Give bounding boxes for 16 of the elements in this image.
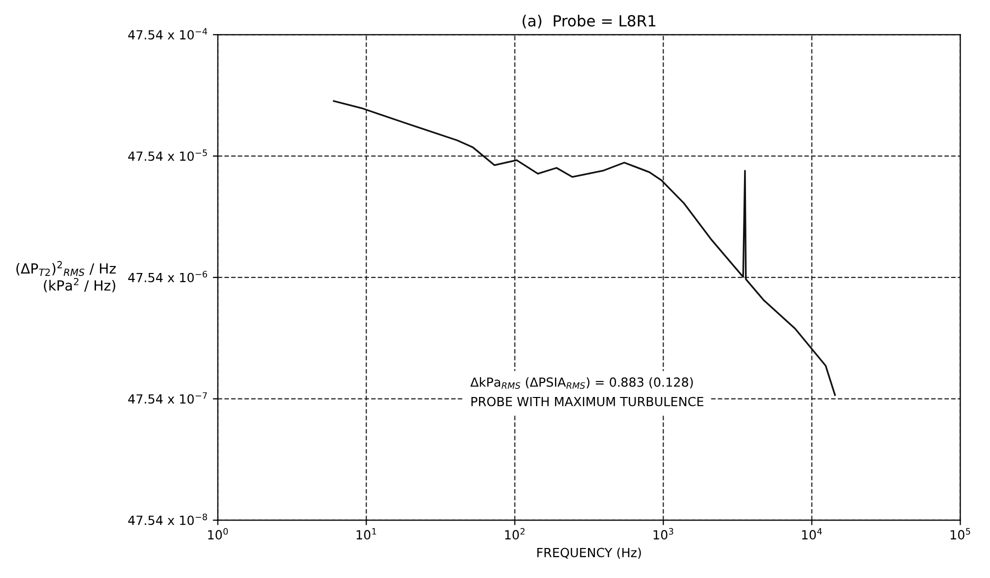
text: (ΔP$_{T2}$)$^{2}$$_{RMS}$ / Hz (kPa$^{2}$ / Hz) bbox=[16, 261, 116, 292]
x-tick-label: 10$^{5}$ bbox=[950, 528, 970, 540]
annotation: PROBE WITH MAXIMUM TURBULENCE bbox=[471, 396, 704, 406]
y-tick-label: 47.54 x 10$^{−4}$ bbox=[128, 28, 208, 40]
chart-title: (a) Probe = L8R1 bbox=[522, 14, 656, 28]
x-tick-label: 10$^{0}$ bbox=[208, 528, 228, 540]
x-axis-title: FREQUENCY (Hz) bbox=[537, 548, 641, 559]
x-tick-label: 10$^{3}$ bbox=[654, 528, 674, 540]
y-tick-label: 47.54 x 10$^{−6}$ bbox=[128, 270, 208, 282]
annotation: ΔkPa$_{RMS}$ (ΔPSIA$_{RMS}$) = 0.883 (0.128) bbox=[470, 377, 693, 389]
y-tick-label: 47.54 x 10$^{−5}$ bbox=[128, 150, 207, 161]
y-tick-label: 47.54 x 10$^{−7}$ bbox=[128, 392, 207, 404]
y-tick-label: 47.54 x 10$^{−8}$ bbox=[128, 514, 208, 526]
x-tick-label: 10$^{4}$ bbox=[802, 528, 822, 540]
x-tick-label: 10$^{1}$ bbox=[356, 528, 376, 540]
x-tick-label: 10$^{2}$ bbox=[505, 528, 525, 540]
